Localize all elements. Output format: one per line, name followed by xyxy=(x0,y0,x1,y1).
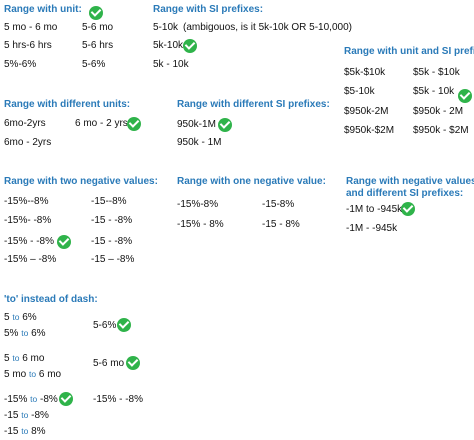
range-start: -15% xyxy=(4,394,28,405)
example-value: $5-10k xyxy=(344,86,375,97)
check-circle-icon xyxy=(127,117,141,131)
example-value: -15 - -8% xyxy=(91,215,133,226)
range-end: -8% xyxy=(31,410,49,421)
check-circle-icon xyxy=(89,6,103,20)
example-value: $950k-$2M xyxy=(344,125,395,136)
check-circle-icon xyxy=(183,39,197,53)
to-word: to xyxy=(12,312,20,322)
example-value: $5k - 10k xyxy=(413,86,455,97)
example-value: -15% - -8% xyxy=(4,236,55,247)
example-value-to: -15% to -8% xyxy=(4,394,58,405)
range-end: 6 mo xyxy=(38,369,62,380)
check-circle-icon xyxy=(401,202,415,216)
section-title-two-negative: Range with two negative values: xyxy=(4,176,158,187)
example-value: $950k - $2M xyxy=(413,125,469,136)
example-value: 5 mo - 6 mo xyxy=(4,22,58,33)
example-value-to: -15 to 8% xyxy=(4,426,46,437)
check-circle-icon xyxy=(126,356,140,370)
example-value: 5%-6% xyxy=(4,59,37,70)
example-value: 5k - 10k xyxy=(153,59,189,70)
example-value: 5 hrs-6 hrs xyxy=(4,40,52,51)
example-value: 6 mo - 2 yrs xyxy=(75,118,128,129)
example-value: $950k-2M xyxy=(344,106,389,117)
example-value: 950k - 1M xyxy=(177,137,222,148)
section-title-negative-si-line2: and different SI prefixes: xyxy=(346,188,464,199)
section-title-unit: Range with unit: xyxy=(4,4,82,15)
range-end: 6% xyxy=(31,328,46,339)
example-value: 5-6 mo xyxy=(82,22,114,33)
example-value: -15 - 8% xyxy=(262,219,300,230)
to-word: to xyxy=(30,394,38,404)
example-value: 5-6 mo xyxy=(93,358,125,369)
example-value: -15% – -8% xyxy=(4,254,57,265)
check-circle-icon xyxy=(218,118,232,132)
example-value-to: 5 to 6 mo xyxy=(4,353,44,364)
example-value: -15 - -8% xyxy=(91,236,133,247)
example-value: 5-10k xyxy=(153,22,179,33)
example-value: -15%-8% xyxy=(177,199,219,210)
ambiguity-note: (ambigouos, is it 5k-10k OR 5-10,000) xyxy=(183,22,352,33)
check-circle-icon xyxy=(458,89,472,103)
example-value: 6mo - 2yrs xyxy=(4,137,52,148)
example-value-to: 5% to 6% xyxy=(4,328,46,339)
check-circle-icon xyxy=(59,392,73,406)
to-word: to xyxy=(12,353,20,363)
example-value: -15% - 8% xyxy=(177,219,224,230)
range-end: 6% xyxy=(22,312,37,323)
example-value: 5-6% xyxy=(93,320,117,331)
to-word: to xyxy=(21,328,29,338)
range-start: -15 xyxy=(4,410,19,421)
example-value: -1M to -945k xyxy=(346,204,403,215)
check-circle-icon xyxy=(117,318,131,332)
section-title-negative-si-line1: Range with negative values xyxy=(346,176,474,187)
example-value: -15% - -8% xyxy=(93,394,144,405)
example-value: -15--8% xyxy=(91,196,127,207)
range-start: 5% xyxy=(4,328,19,339)
range-start: 5 xyxy=(4,312,10,323)
example-value: -15 – -8% xyxy=(91,254,135,265)
range-end: 8% xyxy=(31,426,46,437)
to-word: to xyxy=(21,426,29,436)
example-value: 6mo-2yrs xyxy=(4,118,46,129)
range-end: -8% xyxy=(40,394,58,405)
example-value-to: 5 to 6% xyxy=(4,312,37,323)
example-value: $5k - $10k xyxy=(413,67,460,78)
example-value: -15%--8% xyxy=(4,196,49,207)
range-start: 5 mo xyxy=(4,369,27,380)
example-value-to: -15 to -8% xyxy=(4,410,49,421)
example-value-to: 5 mo to 6 mo xyxy=(4,369,61,380)
example-value: -1M - -945k xyxy=(346,223,398,234)
example-value: 5-6 hrs xyxy=(82,40,114,51)
example-value: $950k - 2M xyxy=(413,106,464,117)
example-value: 5-6% xyxy=(82,59,106,70)
section-title-different-si: Range with different SI prefixes: xyxy=(177,99,330,110)
example-value: 950k-1M xyxy=(177,119,216,130)
check-circle-icon xyxy=(57,235,71,249)
range-start: -15 xyxy=(4,426,19,437)
section-title-different-units: Range with different units: xyxy=(4,99,131,110)
section-title-to-instead-of-dash: 'to' instead of dash: xyxy=(4,294,98,305)
to-word: to xyxy=(21,410,29,420)
example-value: 5k-10k xyxy=(153,40,184,51)
example-value: -15-8% xyxy=(262,199,295,210)
range-end: 6 mo xyxy=(22,353,45,364)
example-value: $5k-$10k xyxy=(344,67,386,78)
to-word: to xyxy=(29,369,37,379)
section-title-unit-si: Range with unit and SI prefix xyxy=(344,46,474,57)
example-value: -15%- -8% xyxy=(4,215,52,226)
section-title-one-negative: Range with one negative value: xyxy=(177,176,326,187)
section-title-si: Range with SI prefixes: xyxy=(153,4,264,15)
range-start: 5 xyxy=(4,353,10,364)
